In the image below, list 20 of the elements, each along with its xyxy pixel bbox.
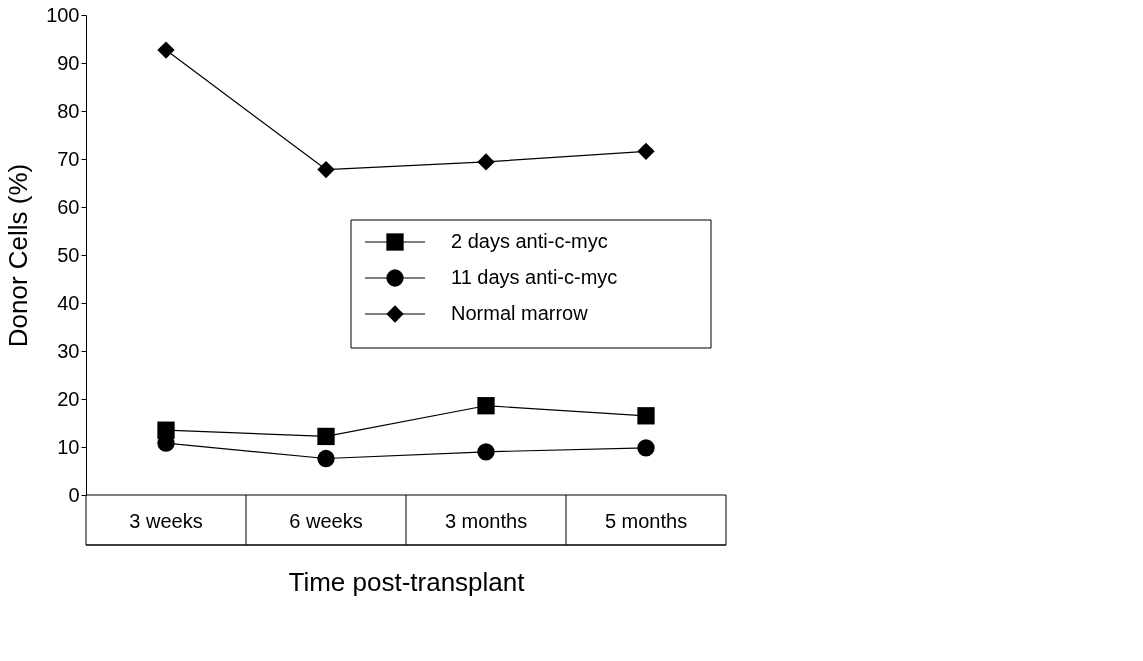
y-tick-label: 30 bbox=[57, 339, 80, 362]
y-tick-label: 80 bbox=[57, 99, 80, 122]
y-tick-label: 40 bbox=[57, 291, 80, 314]
x-axis-title: Time post-transplant bbox=[288, 566, 526, 597]
x-tick-label: 3 months bbox=[444, 509, 528, 532]
y-tick-label: 20 bbox=[57, 387, 80, 410]
legend-label: 11 days anti-c-myc bbox=[451, 266, 618, 288]
y-axis-title: Donor Cells (%) bbox=[3, 163, 34, 348]
y-tick-label: 100 bbox=[46, 3, 80, 26]
x-tick-label: 3 weeks bbox=[129, 509, 203, 532]
legend-label: Normal marrow bbox=[451, 302, 589, 324]
x-tick-label: 6 weeks bbox=[289, 509, 363, 532]
y-tick-label: 70 bbox=[57, 147, 80, 170]
y-tick-label: 10 bbox=[57, 435, 80, 458]
y-tick-label: 0 bbox=[68, 483, 80, 506]
legend-label: 2 days anti-c-myc bbox=[451, 230, 608, 252]
y-tick-label: 60 bbox=[57, 195, 80, 218]
y-tick-label: 50 bbox=[57, 243, 80, 266]
x-tick-label: 5 months bbox=[604, 509, 688, 532]
y-tick-label: 90 bbox=[57, 51, 80, 74]
